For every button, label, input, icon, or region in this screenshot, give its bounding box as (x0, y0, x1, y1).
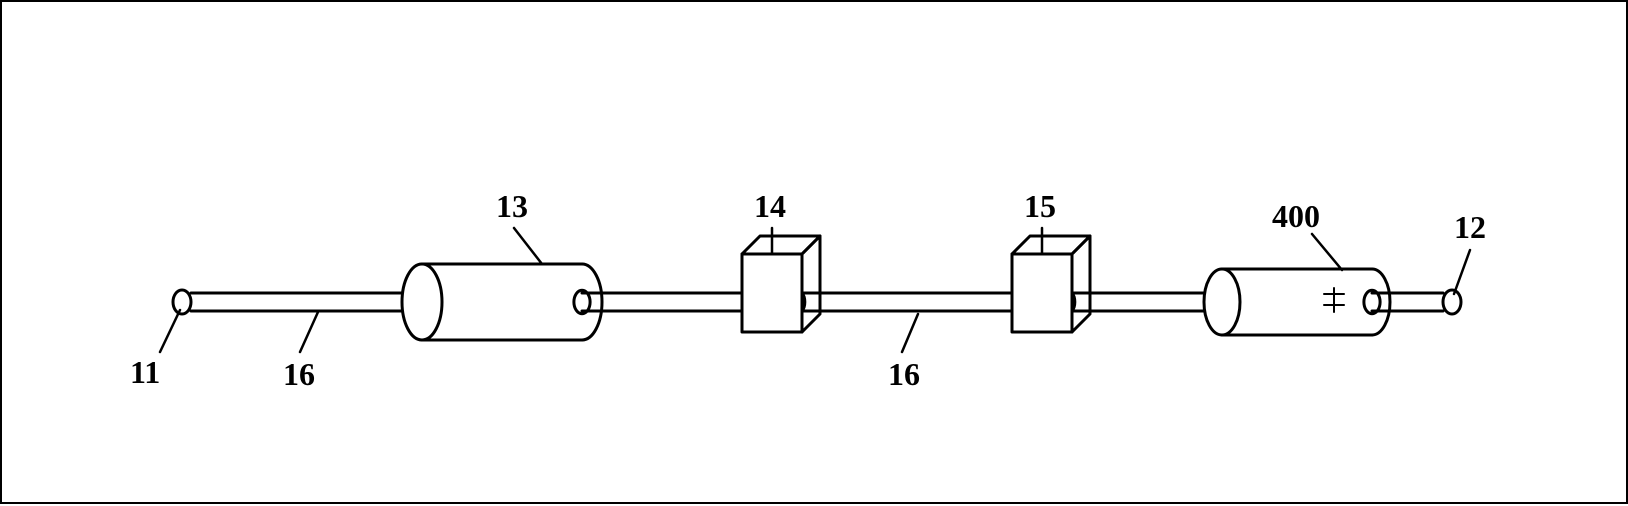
label-16-left: 16 (283, 356, 315, 393)
figure-frame: 13 14 15 400 12 11 16 16 (0, 0, 1628, 504)
label-12: 12 (1454, 209, 1486, 246)
label-13: 13 (496, 188, 528, 225)
label-16-mid: 16 (888, 356, 920, 393)
label-11: 11 (130, 354, 160, 391)
label-400: 400 (1272, 198, 1320, 235)
mechanical-diagram (2, 2, 1628, 506)
label-15: 15 (1024, 188, 1056, 225)
label-14: 14 (754, 188, 786, 225)
